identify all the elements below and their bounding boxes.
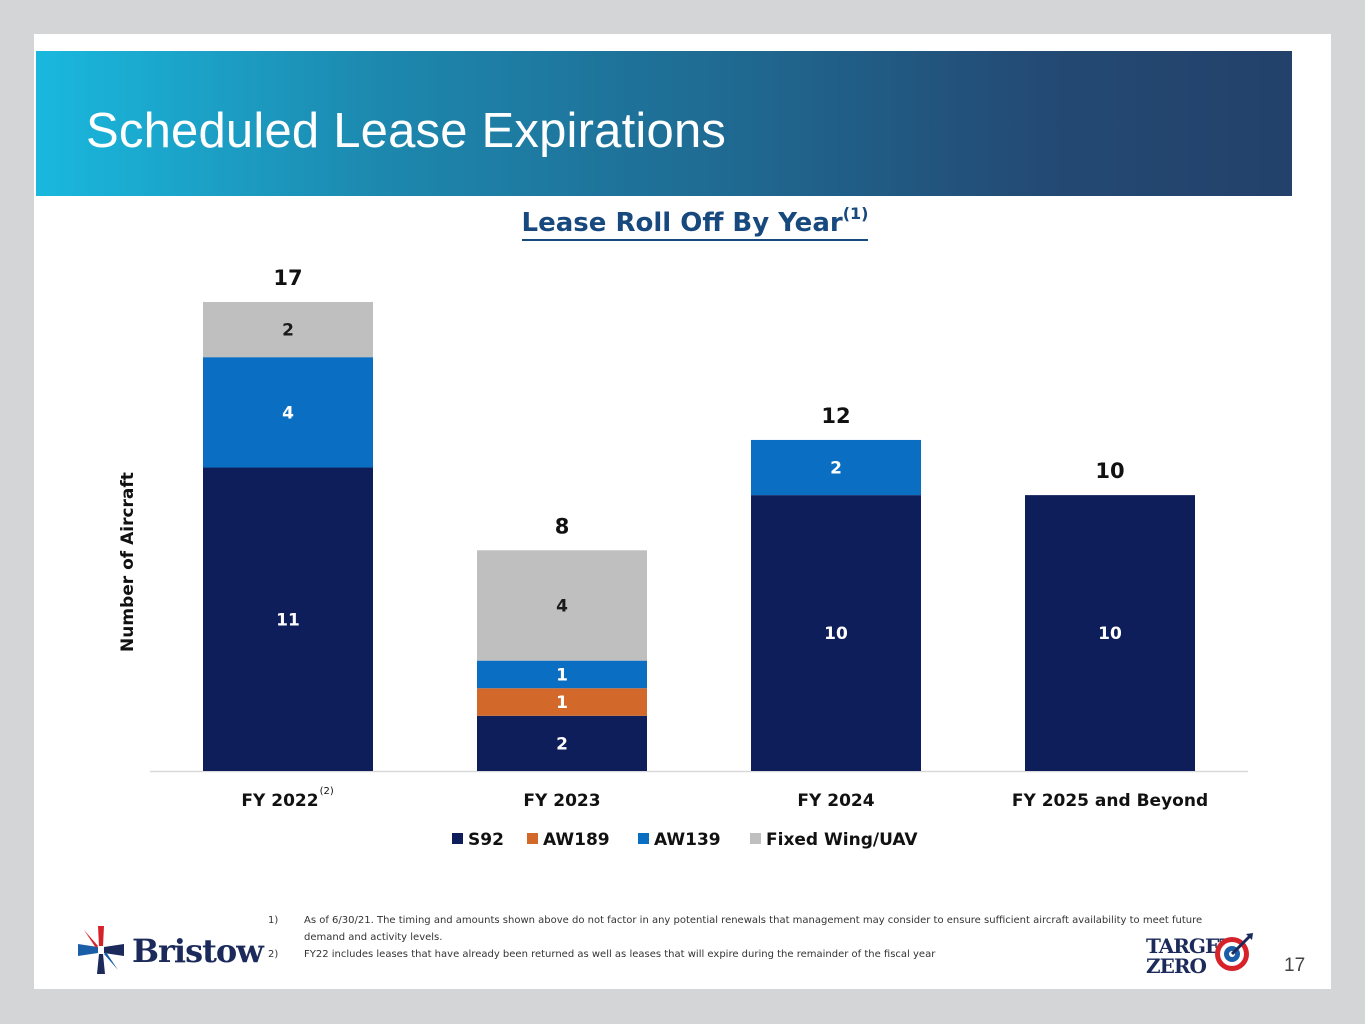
y-axis-label: Number of Aircraft — [118, 472, 138, 652]
chart-title-underlined: Lease Roll Off By Year(1) — [521, 206, 869, 241]
data-label-fixed-wing-uav-1: 4 — [556, 596, 568, 616]
data-label-s92-3: 10 — [1098, 624, 1122, 644]
data-label-s92-2: 10 — [824, 624, 848, 644]
chart-title-text: Lease Roll Off By Year — [521, 208, 843, 238]
bar-aw139-2 — [751, 439, 921, 496]
legend-label-s92: S92 — [468, 830, 504, 850]
footnote-2-text: FY22 includes leases that have already b… — [304, 949, 936, 960]
title-banner: Scheduled Lease Expirations — [36, 51, 1292, 196]
bar-fixed-wing-uav-0 — [203, 302, 373, 358]
data-label-fixed-wing-uav-0: 2 — [282, 321, 294, 341]
target-zero-logo: TARGET ZERO — [1146, 933, 1253, 978]
total-label-1: 8 — [555, 514, 570, 538]
data-label-s92-0: 11 — [276, 610, 300, 630]
data-label-aw139-0: 4 — [282, 403, 294, 423]
footnote-1-number: 1) — [268, 915, 279, 926]
data-label-aw139-1: 1 — [556, 665, 568, 685]
bristow-logo-mark-icon — [78, 926, 124, 974]
category-label-1: FY 2023 — [523, 791, 600, 811]
legend-label-fixed-wing-uav: Fixed Wing/UAV — [766, 830, 918, 850]
bar-aw139-1 — [477, 660, 647, 689]
data-label-s92-1: 2 — [556, 734, 568, 754]
category-label-2: FY 2024 — [797, 791, 874, 811]
legend-label-aw189: AW189 — [543, 830, 610, 850]
target-zero-line1: TARGET — [1146, 934, 1234, 958]
category-label-3: FY 2025 and Beyond — [1012, 791, 1208, 811]
chart-title: Lease Roll Off By Year(1) — [0, 206, 1365, 241]
bristow-wordmark: Bristow — [132, 932, 264, 970]
footnote-2: 2) FY22 includes leases that have alread… — [268, 946, 1218, 963]
footnotes: 1) As of 6/30/21. The timing and amounts… — [268, 912, 1218, 963]
category-superscript-0: (2) — [320, 786, 334, 797]
target-zero-line2: ZERO — [1146, 954, 1207, 978]
chart-title-superscript: (1) — [842, 204, 869, 223]
legend-swatch-fixed-wing-uav — [750, 833, 761, 844]
bar-aw189-1 — [477, 688, 647, 716]
footnote-1: 1) As of 6/30/21. The timing and amounts… — [268, 912, 1218, 946]
category-label-0: FY 2022 — [241, 791, 318, 811]
bar-s92-0 — [203, 467, 373, 771]
bar-aw139-0 — [203, 357, 373, 468]
total-label-2: 12 — [821, 404, 850, 428]
data-label-aw189-1: 1 — [556, 693, 568, 713]
footnote-1-text: As of 6/30/21. The timing and amounts sh… — [304, 915, 1203, 943]
legend-swatch-aw139 — [638, 833, 649, 844]
legend-label-aw139: AW139 — [654, 830, 721, 850]
footnote-2-number: 2) — [268, 949, 279, 960]
bar-s92-1 — [477, 715, 647, 771]
total-label-3: 10 — [1095, 459, 1124, 483]
legend-swatch-aw189 — [527, 833, 538, 844]
target-icon — [1215, 933, 1253, 971]
total-label-0: 17 — [273, 266, 302, 290]
data-label-aw139-2: 2 — [830, 459, 842, 479]
legend-swatch-s92 — [452, 833, 463, 844]
bar-s92-2 — [751, 495, 921, 771]
bar-s92-3 — [1025, 495, 1195, 771]
bar-fixed-wing-uav-1 — [477, 550, 647, 661]
page-number: 17 — [1284, 955, 1306, 976]
slide-title: Scheduled Lease Expirations — [86, 104, 727, 158]
